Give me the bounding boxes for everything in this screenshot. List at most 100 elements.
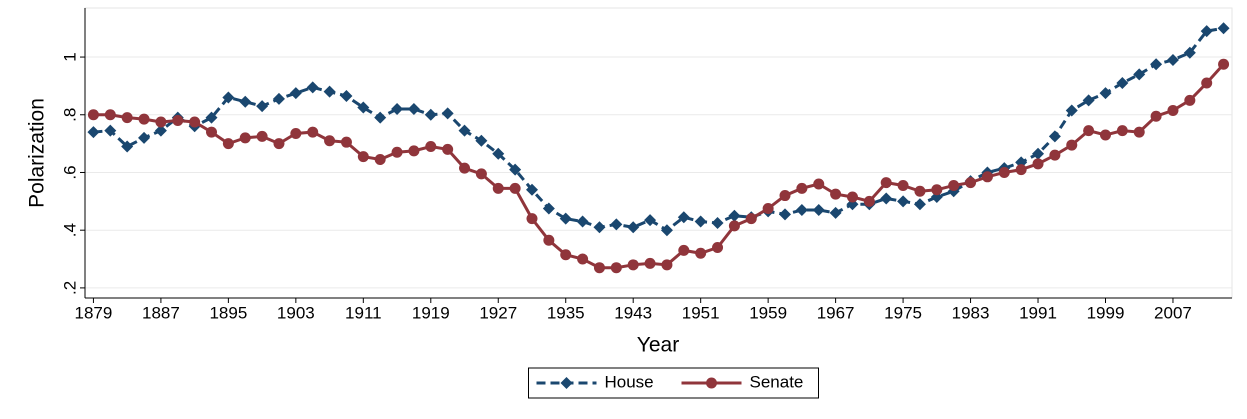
marker (357, 101, 370, 114)
x-tick-label: 1895 (209, 303, 247, 322)
marker (1167, 104, 1179, 116)
marker (391, 146, 403, 158)
marker (1048, 130, 1061, 143)
x-tick-label: 1967 (817, 303, 855, 322)
x-tick-label: 1911 (345, 303, 382, 322)
legend-label: Senate (750, 372, 804, 391)
marker (627, 221, 640, 234)
x-tick-label: 1975 (884, 303, 922, 322)
y-axis-label: Polarization (26, 98, 49, 208)
marker (644, 257, 656, 269)
marker (155, 116, 167, 128)
marker (931, 184, 943, 196)
marker (880, 192, 893, 205)
marker (222, 91, 235, 104)
marker (830, 188, 842, 200)
y-tick-label: 1 (60, 52, 79, 61)
marker (324, 135, 336, 147)
marker (694, 215, 707, 228)
marker (543, 234, 555, 246)
marker (897, 195, 910, 208)
marker (189, 116, 201, 128)
marker (661, 259, 673, 271)
marker (1099, 87, 1112, 100)
marker (1099, 129, 1111, 141)
marker (593, 262, 605, 274)
marker (1066, 139, 1078, 151)
marker (222, 138, 234, 150)
marker (391, 102, 404, 115)
marker (796, 182, 808, 194)
marker (559, 212, 572, 225)
y-tick-label: .6 (60, 165, 79, 179)
marker (829, 206, 842, 219)
marker (526, 213, 538, 225)
x-tick-label: 2007 (1154, 303, 1192, 322)
marker (644, 214, 657, 227)
marker (458, 124, 471, 137)
marker (779, 208, 792, 221)
marker (374, 153, 386, 165)
marker (576, 215, 589, 228)
marker (913, 198, 926, 211)
marker (239, 132, 251, 144)
marker (87, 126, 100, 139)
marker (459, 162, 471, 174)
marker (509, 163, 522, 176)
marker (1218, 58, 1230, 70)
marker (577, 253, 589, 265)
marker (1150, 58, 1163, 71)
x-tick-label: 1879 (75, 303, 113, 322)
marker (897, 179, 909, 191)
marker (306, 81, 319, 94)
x-tick-label: 1959 (749, 303, 787, 322)
marker (492, 147, 505, 160)
marker (762, 203, 774, 215)
marker (880, 177, 892, 189)
marker (509, 182, 521, 194)
marker (1133, 126, 1145, 138)
marker (1184, 94, 1196, 106)
marker (121, 112, 133, 124)
marker (441, 107, 454, 120)
x-tick-label: 1943 (614, 303, 652, 322)
x-tick-label: 1983 (952, 303, 990, 322)
marker (1083, 125, 1095, 137)
marker (154, 124, 167, 137)
marker (948, 179, 960, 191)
marker (812, 203, 825, 216)
marker (374, 111, 387, 124)
marker (475, 134, 488, 147)
marker (138, 113, 150, 125)
marker (660, 224, 673, 237)
marker (1065, 104, 1078, 117)
marker (914, 185, 926, 197)
marker (104, 109, 116, 121)
marker (1116, 125, 1128, 137)
marker (695, 247, 707, 259)
marker (1082, 94, 1095, 107)
marker (492, 182, 504, 194)
marker (1201, 77, 1213, 89)
marker (121, 140, 134, 153)
marker (206, 126, 218, 138)
marker (998, 166, 1010, 178)
x-tick-label: 1903 (277, 303, 315, 322)
marker (1183, 46, 1196, 59)
y-tick-label: .8 (60, 108, 79, 122)
marker (172, 115, 184, 127)
marker (712, 242, 724, 254)
marker (442, 143, 454, 155)
marker (560, 249, 572, 261)
marker (525, 183, 538, 196)
x-axis-label: Year (637, 334, 679, 357)
marker (813, 178, 825, 190)
marker (425, 141, 437, 153)
marker (239, 95, 252, 108)
marker (863, 195, 875, 207)
marker (593, 221, 606, 234)
marker (846, 191, 858, 203)
marker (104, 124, 117, 137)
marker (256, 130, 268, 142)
